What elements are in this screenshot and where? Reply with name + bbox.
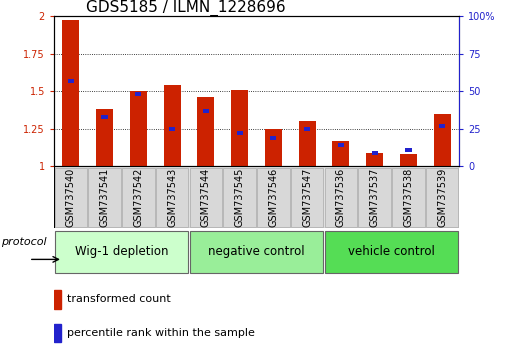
- Bar: [88, 168, 121, 227]
- Bar: [426, 168, 459, 227]
- Bar: [164, 85, 181, 166]
- Bar: [265, 129, 282, 166]
- Text: GDS5185 / ILMN_1228696: GDS5185 / ILMN_1228696: [86, 0, 286, 16]
- Bar: [231, 90, 248, 166]
- Bar: [62, 21, 79, 166]
- Text: GSM737541: GSM737541: [100, 168, 109, 227]
- Bar: [190, 168, 222, 227]
- Text: GSM737536: GSM737536: [336, 168, 346, 227]
- Bar: [130, 91, 147, 166]
- Bar: [236, 131, 243, 135]
- Bar: [156, 168, 188, 227]
- Text: transformed count: transformed count: [67, 294, 171, 304]
- Bar: [54, 290, 61, 309]
- Bar: [68, 79, 74, 82]
- Text: GSM737543: GSM737543: [167, 168, 177, 227]
- Bar: [299, 121, 315, 166]
- Bar: [135, 92, 142, 96]
- Bar: [54, 168, 87, 227]
- Bar: [96, 109, 113, 166]
- Bar: [338, 143, 344, 147]
- Text: GSM737545: GSM737545: [234, 168, 245, 227]
- Bar: [257, 168, 290, 227]
- Text: GSM737537: GSM737537: [370, 168, 380, 227]
- Bar: [122, 168, 154, 227]
- Bar: [55, 231, 188, 273]
- Text: GSM737539: GSM737539: [437, 168, 447, 227]
- Bar: [203, 109, 209, 113]
- Bar: [400, 154, 417, 166]
- Text: GSM737538: GSM737538: [404, 168, 413, 227]
- Text: GSM737542: GSM737542: [133, 168, 143, 227]
- Bar: [332, 141, 349, 166]
- Text: percentile rank within the sample: percentile rank within the sample: [67, 328, 255, 338]
- Bar: [304, 127, 310, 131]
- Text: GSM737547: GSM737547: [302, 168, 312, 227]
- Text: GSM737546: GSM737546: [268, 168, 279, 227]
- Bar: [405, 148, 411, 152]
- Bar: [169, 127, 175, 131]
- Bar: [434, 114, 451, 166]
- Bar: [223, 168, 256, 227]
- Bar: [102, 115, 108, 119]
- Bar: [190, 231, 323, 273]
- Bar: [359, 168, 391, 227]
- Text: negative control: negative control: [208, 245, 305, 258]
- Bar: [198, 97, 214, 166]
- Text: protocol: protocol: [1, 237, 47, 247]
- Bar: [371, 151, 378, 155]
- Bar: [54, 324, 61, 342]
- Bar: [325, 168, 357, 227]
- Bar: [392, 168, 425, 227]
- Text: GSM737540: GSM737540: [66, 168, 76, 227]
- Bar: [366, 153, 383, 166]
- Text: vehicle control: vehicle control: [348, 245, 435, 258]
- Bar: [291, 168, 323, 227]
- Text: GSM737544: GSM737544: [201, 168, 211, 227]
- Bar: [270, 136, 277, 140]
- Bar: [439, 124, 445, 128]
- Text: Wig-1 depletion: Wig-1 depletion: [75, 245, 168, 258]
- Bar: [325, 231, 458, 273]
